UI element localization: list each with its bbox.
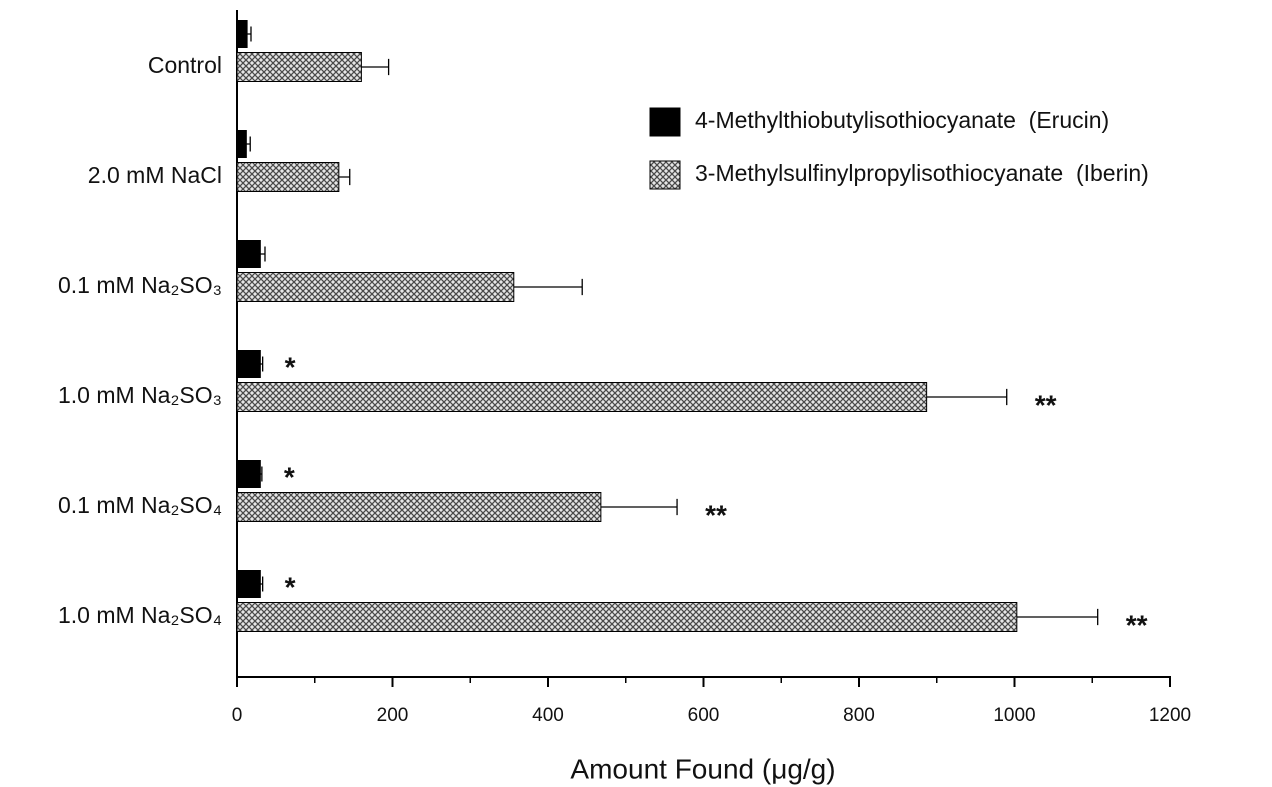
x-tick-label: 400	[532, 705, 564, 726]
bar	[236, 382, 928, 412]
bar	[236, 52, 362, 82]
significance-label: *	[285, 571, 296, 602]
bar	[236, 272, 515, 302]
category-label: 0.1 mM Na₂SO₃	[58, 272, 222, 298]
legend-swatch	[649, 107, 681, 137]
category-label: 1.0 mM Na₂SO₃	[58, 382, 222, 408]
legend-swatch	[649, 160, 681, 190]
error-bar	[513, 278, 583, 296]
category-label: 0.1 mM Na₂SO₄	[58, 492, 222, 518]
category-label: Control	[148, 52, 222, 78]
significance-label: *	[285, 351, 296, 382]
significance-label: **	[1035, 389, 1057, 420]
x-tick-label: 1000	[993, 705, 1035, 726]
bar	[236, 162, 340, 192]
error-bar	[260, 466, 263, 482]
x-tick-label: 0	[232, 705, 243, 726]
bar	[236, 130, 247, 158]
bar	[236, 240, 261, 268]
category-label: 2.0 mM NaCl	[88, 162, 222, 188]
error-bar	[600, 498, 678, 516]
error-bar	[246, 136, 251, 152]
bar	[236, 460, 261, 488]
x-tick-label: 200	[377, 705, 409, 726]
bar	[236, 602, 1018, 632]
error-bar	[1016, 608, 1099, 626]
error-bar	[338, 168, 351, 186]
bar	[236, 570, 261, 598]
significance-label: **	[1126, 609, 1148, 640]
error-bar	[260, 246, 266, 262]
legend-label: 3-Methylsulfinylpropylisothiocyanate (Ib…	[695, 160, 1149, 186]
legend-label: 4-Methylthiobutylisothiocyanate (Erucin)	[695, 107, 1109, 133]
category-label: 1.0 mM Na₂SO₄	[58, 602, 222, 628]
x-axis-label: Amount Found (μg/g)	[570, 753, 835, 784]
significance-label: **	[705, 499, 727, 530]
error-bar	[361, 58, 390, 76]
error-bar	[247, 26, 252, 42]
bar	[236, 350, 261, 378]
bar	[236, 20, 248, 48]
x-tick-label: 800	[843, 705, 875, 726]
x-tick-label: 1200	[1149, 705, 1191, 726]
error-bar	[260, 356, 264, 372]
error-bar	[260, 576, 264, 592]
bar	[236, 492, 602, 522]
x-tick-label: 600	[688, 705, 720, 726]
significance-label: *	[284, 461, 295, 492]
error-bar	[926, 388, 1008, 406]
